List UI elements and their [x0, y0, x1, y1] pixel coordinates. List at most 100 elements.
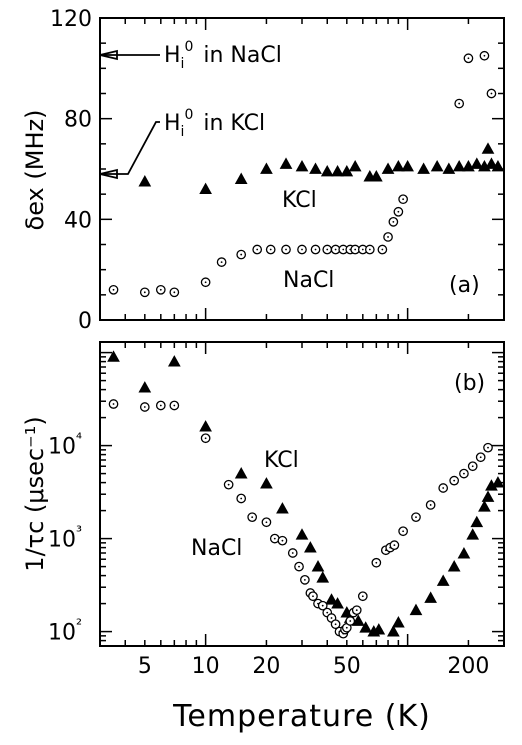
panel-a-points	[108, 50, 505, 298]
data-point-kcl	[234, 467, 248, 479]
data-point-kcl	[295, 159, 309, 172]
panel-b-y-ticks: 10² 10³ 10⁴	[48, 351, 504, 647]
data-point-kcl	[348, 159, 362, 172]
data-point-nacl	[351, 605, 362, 616]
data-point-nacl	[265, 244, 276, 255]
annotation-nacl-sup: 0	[184, 39, 193, 55]
data-point-kcl	[331, 164, 344, 177]
data-point-nacl	[155, 284, 166, 295]
data-point-nacl	[330, 619, 341, 630]
data-point-nacl	[459, 468, 469, 479]
data-point-nacl	[438, 483, 449, 493]
annotation-nacl-field: Hi0 in NaCl	[99, 39, 282, 72]
data-point-kcl	[430, 159, 444, 172]
data-point-kcl	[491, 476, 505, 488]
data-point-kcl	[359, 621, 373, 633]
data-point-nacl	[155, 400, 166, 411]
data-point-nacl	[398, 526, 408, 537]
data-point-nacl	[475, 452, 486, 463]
data-point-kcl	[442, 162, 456, 174]
data-point-nacl	[393, 206, 404, 217]
data-point-kcl	[309, 162, 322, 174]
data-point-nacl	[411, 512, 421, 523]
data-point-nacl	[247, 512, 258, 523]
data-point-nacl	[467, 461, 478, 472]
data-point-nacl	[252, 244, 263, 255]
data-point-kcl	[260, 477, 273, 489]
data-point-nacl	[281, 244, 291, 255]
x-axis-label: Temperature (K)	[172, 699, 431, 734]
data-point-kcl	[311, 560, 325, 572]
data-point-nacl	[200, 433, 211, 444]
data-point-nacl	[310, 244, 321, 255]
data-point-nacl	[454, 98, 465, 109]
data-point-nacl	[486, 88, 497, 99]
x-tick-label: 50	[333, 654, 361, 679]
panel-b-frame	[99, 341, 505, 647]
data-point-nacl	[139, 287, 150, 298]
x-tick-label: 200	[447, 654, 489, 679]
data-point-kcl	[447, 560, 461, 572]
data-point-nacl	[108, 284, 119, 295]
data-point-kcl	[417, 162, 430, 174]
y-tick-label: 80	[64, 108, 92, 133]
data-point-kcl	[276, 502, 289, 514]
data-point-kcl	[470, 515, 484, 528]
panel-a-annotations: Hi0 in NaCl Hi0 in KCl	[99, 39, 282, 180]
data-point-nacl	[364, 244, 375, 255]
data-point-kcl	[351, 614, 365, 626]
data-point-kcl	[372, 623, 386, 635]
data-point-kcl	[392, 616, 405, 628]
data-point-kcl	[457, 547, 471, 559]
y-tick-label: 10⁴	[48, 430, 82, 460]
data-point-nacl	[371, 557, 382, 568]
data-point-nacl	[398, 194, 408, 205]
data-point-kcl	[199, 420, 212, 432]
data-point-nacl	[277, 535, 288, 546]
annotation-kcl-rest: in KCl	[203, 111, 265, 136]
y-tick-label: 0	[78, 309, 92, 334]
panel-a-x-ticks	[99, 18, 505, 320]
annotation-kcl-sup: 0	[184, 107, 193, 123]
data-point-nacl	[388, 217, 399, 227]
data-point-kcl	[316, 571, 330, 583]
annotation-kcl-label: H	[164, 111, 181, 136]
data-point-nacl	[322, 244, 333, 255]
data-point-nacl	[377, 244, 388, 255]
panel-b-points	[107, 350, 505, 639]
data-point-kcl	[485, 157, 498, 169]
data-point-nacl	[169, 287, 180, 298]
data-point-nacl	[200, 277, 211, 288]
data-point-nacl	[294, 561, 304, 572]
data-point-kcl	[107, 350, 120, 362]
data-point-nacl	[108, 399, 119, 409]
data-point-nacl	[483, 442, 493, 453]
data-point-nacl	[345, 616, 356, 626]
panel-a-y-label: δex (MHz)	[21, 110, 49, 231]
data-point-kcl	[199, 182, 212, 195]
data-point-nacl	[269, 533, 280, 544]
panel-a-kcl-label: KCl	[282, 188, 317, 213]
annotation-nacl-rest: in NaCl	[203, 43, 281, 68]
panel-a-y-ticks: 0 40 80 120	[50, 7, 504, 334]
y-tick-label: 10²	[48, 616, 82, 646]
data-point-kcl	[320, 164, 334, 177]
data-point-kcl	[295, 528, 309, 540]
data-point-kcl	[167, 355, 181, 367]
data-point-kcl	[401, 159, 414, 172]
panel-b-y-label: 1/τc (μsec⁻¹)	[21, 416, 49, 571]
data-point-nacl	[169, 400, 180, 411]
panel-b-kcl-label: KCl	[264, 448, 299, 473]
annotation-kcl-field: Hi0 in KCl	[99, 107, 265, 180]
panel-b-letter: (b)	[454, 371, 485, 396]
data-point-kcl	[481, 490, 495, 502]
data-point-kcl	[138, 175, 152, 187]
data-point-kcl	[470, 157, 484, 169]
data-point-nacl	[223, 479, 234, 490]
data-point-nacl	[449, 475, 460, 486]
data-point-nacl	[308, 591, 318, 602]
data-point-nacl	[297, 244, 307, 255]
